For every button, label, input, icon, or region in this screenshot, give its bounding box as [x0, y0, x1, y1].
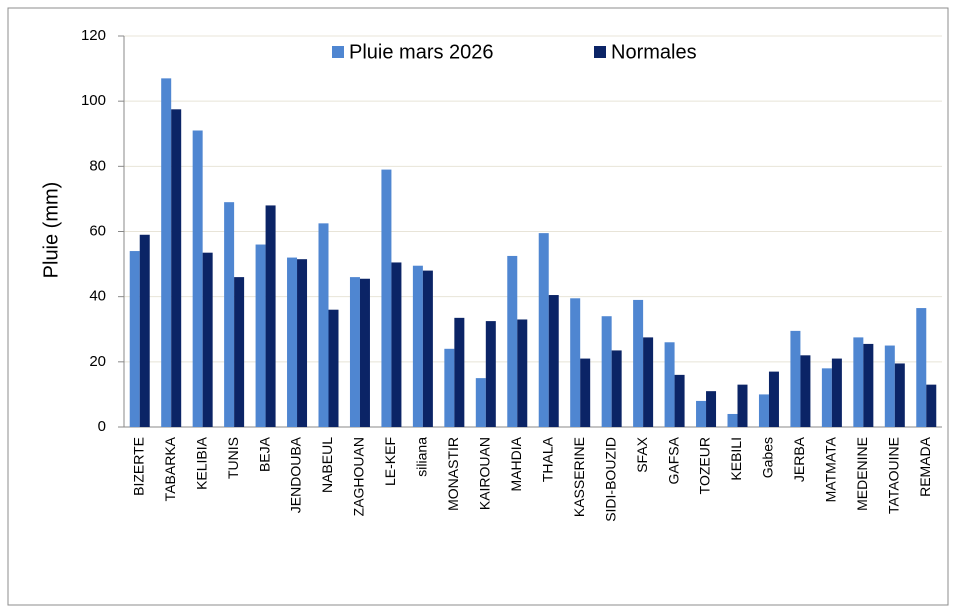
x-tick-label: NABEUL: [319, 437, 335, 493]
y-tick-label: 60: [89, 222, 106, 239]
y-tick-label: 0: [98, 418, 106, 435]
bar: [328, 309, 339, 427]
bar: [894, 363, 905, 427]
x-tick-label: MAHDIA: [508, 436, 524, 491]
legend-label: Pluie mars 2026: [349, 41, 494, 63]
bar: [161, 78, 172, 427]
x-tick-label: MEDENINE: [854, 437, 870, 511]
x-tick-label: KASSERINE: [571, 437, 587, 517]
x-tick-label: siliana: [414, 437, 430, 477]
bar: [821, 368, 832, 427]
x-tick-label: MATMATA: [823, 436, 839, 502]
x-tick-label: JERBA: [791, 436, 807, 482]
bar: [234, 277, 245, 427]
bar: [831, 358, 842, 427]
bar: [758, 394, 769, 427]
bar: [412, 265, 423, 427]
legend-swatch: [332, 46, 344, 58]
bar: [255, 244, 266, 427]
x-tick-label: KAIROUAN: [477, 437, 493, 510]
bar: [318, 223, 329, 427]
bar: [916, 308, 927, 427]
bar: [139, 234, 150, 427]
bar: [768, 371, 779, 427]
bar: [926, 384, 937, 427]
x-tick-label: SFAX: [634, 436, 650, 472]
bar: [422, 270, 433, 427]
x-tick-label: SIDI-BOUZID: [602, 437, 618, 522]
bar: [800, 355, 811, 427]
x-tick-label: Gabes: [760, 437, 776, 478]
bar: [611, 350, 622, 427]
bar: [224, 202, 235, 427]
bar: [129, 251, 140, 427]
bar: [485, 321, 496, 427]
bar: [696, 400, 707, 427]
x-tick-label: TUNIS: [225, 437, 241, 479]
x-tick-label: LE-KEF: [382, 437, 398, 486]
bar: [548, 295, 559, 427]
x-tick-label: KEBILI: [728, 437, 744, 481]
bar: [863, 343, 874, 427]
x-tick-label: BEJA: [256, 436, 272, 472]
bar: [349, 277, 360, 427]
y-tick-label: 40: [89, 288, 106, 305]
bar: [359, 278, 370, 427]
y-tick-label: 20: [89, 353, 106, 370]
y-tick-label: 100: [81, 92, 106, 109]
x-tick-label: TATAOUINE: [886, 437, 902, 514]
bar: [192, 130, 203, 427]
x-tick-label: TOZEUR: [697, 437, 713, 494]
legend-swatch: [594, 46, 606, 58]
bar: [706, 391, 717, 427]
bar: [444, 348, 455, 427]
bar: [884, 345, 895, 427]
x-tick-label: JENDOUBA: [288, 436, 304, 513]
bar: [570, 298, 581, 427]
x-tick-label: TABARKA: [162, 436, 178, 501]
bar: [737, 384, 748, 427]
bar: [287, 257, 298, 427]
y-tick-label: 80: [89, 157, 106, 174]
bar: [790, 330, 801, 427]
x-tick-label: GAFSA: [665, 436, 681, 484]
bar: [475, 378, 486, 427]
bar: [381, 169, 392, 427]
bar: [664, 342, 675, 427]
bar: [391, 262, 402, 427]
bar: [580, 358, 591, 427]
bar: [538, 233, 549, 427]
bar: [674, 374, 685, 427]
bar: [507, 255, 518, 427]
bar: [517, 319, 528, 427]
x-tick-label: MONASTIR: [445, 437, 461, 511]
bar: [297, 259, 308, 427]
x-tick-label: ZAGHOUAN: [351, 437, 367, 516]
x-tick-label: BIZERTE: [130, 437, 146, 496]
bar: [171, 109, 182, 427]
x-tick-label: REMADA: [917, 436, 933, 497]
bar: [853, 337, 864, 427]
legend-label: Normales: [611, 41, 697, 63]
bar: [265, 205, 276, 427]
y-tick-label: 120: [81, 27, 106, 44]
bar: [727, 413, 738, 427]
bar: [633, 299, 644, 427]
bar: [202, 252, 213, 427]
bar: [454, 317, 465, 427]
bar: [643, 337, 654, 427]
x-tick-label: THALA: [539, 436, 555, 482]
bar: [601, 316, 612, 427]
x-tick-label: KELIBIA: [193, 436, 209, 490]
y-axis-title: Pluie (mm): [40, 182, 62, 279]
